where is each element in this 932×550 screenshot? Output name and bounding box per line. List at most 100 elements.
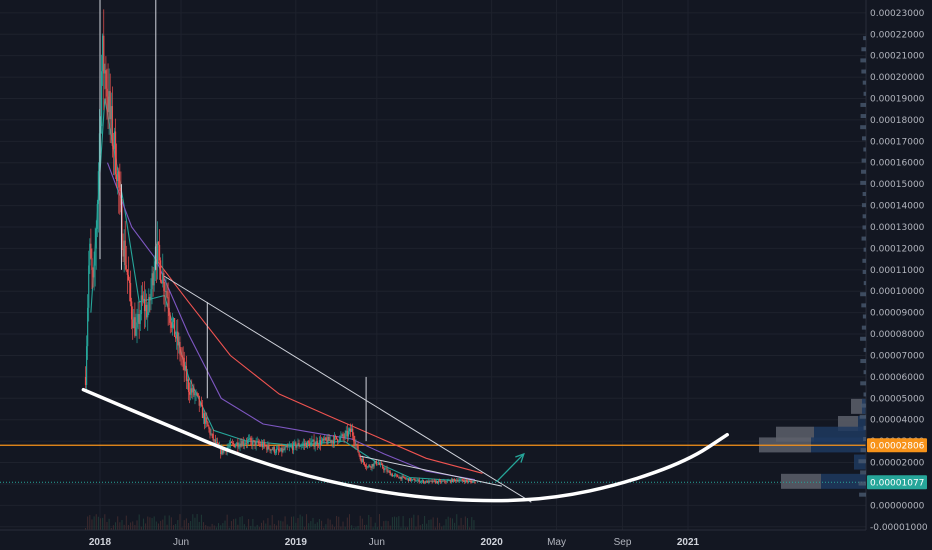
- volume-bar: [164, 515, 166, 530]
- price-tick-label: 0.00017000: [870, 137, 925, 147]
- moving-average-line: [155, 258, 483, 474]
- candle-body: [301, 444, 303, 446]
- volume-bar: [100, 518, 102, 530]
- axis-histogram-bar: [860, 58, 866, 63]
- time-axis-panel[interactable]: [0, 530, 866, 550]
- candle-body: [175, 336, 177, 339]
- volume-bar: [424, 515, 426, 530]
- volume-bar: [248, 519, 250, 530]
- candle-body: [316, 441, 318, 446]
- candle-body: [243, 443, 245, 445]
- volume-bar: [327, 518, 329, 530]
- candle-body: [170, 322, 172, 328]
- volume-bar: [346, 517, 348, 530]
- axis-histogram-bar: [859, 414, 866, 419]
- price-tick-label: 0.00006000: [870, 373, 925, 383]
- axis-histogram-bar: [860, 359, 866, 364]
- axis-histogram-bar: [863, 147, 866, 152]
- volume-bar: [430, 519, 432, 530]
- volume-bar: [233, 519, 235, 530]
- axis-histogram-bar: [858, 481, 866, 486]
- candle-body: [89, 243, 91, 266]
- volume-bar: [434, 527, 436, 530]
- volume-bar: [338, 516, 340, 530]
- volume-bar: [215, 527, 217, 530]
- volume-bar: [140, 526, 142, 530]
- price-badge: [867, 438, 927, 453]
- candle-body: [110, 106, 112, 120]
- candle-body: [346, 430, 348, 437]
- candle-body: [415, 481, 417, 482]
- candle-body: [375, 460, 377, 465]
- volume-bar: [177, 520, 179, 530]
- volume-bar: [108, 518, 110, 530]
- candle-body: [206, 417, 208, 422]
- volume-bar: [409, 518, 411, 530]
- candle-body: [294, 442, 296, 444]
- volume-bar: [374, 522, 376, 530]
- candle-body: [167, 297, 169, 308]
- candle-body: [366, 466, 368, 468]
- price-tick-label: -0.00001000: [870, 523, 928, 533]
- candle-body: [290, 446, 293, 447]
- candle-body: [163, 273, 165, 291]
- candle-body: [87, 307, 89, 347]
- candle-body: [357, 444, 359, 453]
- candle-body: [107, 96, 109, 113]
- volume-bar: [458, 525, 460, 530]
- candle-body: [331, 440, 333, 443]
- candle-body: [373, 462, 375, 467]
- candle-body: [256, 441, 258, 442]
- candle-body: [419, 481, 421, 483]
- candle-body: [388, 470, 390, 472]
- axis-histogram-bar: [861, 69, 866, 74]
- candle-body: [454, 478, 456, 480]
- candle-body: [239, 443, 241, 447]
- volume-bar: [269, 525, 271, 530]
- candle-body: [236, 442, 238, 446]
- candle-body: [227, 446, 229, 448]
- candle-body: [445, 481, 447, 483]
- candle-body: [431, 480, 433, 483]
- volume-bar: [368, 514, 370, 530]
- candle-body: [305, 443, 308, 448]
- candle-body: [103, 35, 105, 74]
- candle-body: [166, 291, 168, 298]
- volume-bar: [402, 516, 404, 530]
- candle-body: [126, 269, 128, 275]
- volume-bar: [85, 527, 87, 530]
- candle-body: [180, 354, 182, 356]
- price-axis-panel[interactable]: [866, 0, 932, 550]
- candle-body: [378, 463, 381, 465]
- candle-body: [212, 433, 214, 441]
- candle-body: [160, 260, 162, 282]
- price-tick-label: 0.00018000: [870, 116, 925, 126]
- candle-body: [304, 443, 307, 445]
- axis-histogram-bar: [860, 125, 866, 130]
- axis-histogram-bar: [862, 214, 866, 219]
- candle-body: [112, 145, 115, 150]
- price-tick-label: 0.00005000: [870, 394, 925, 404]
- candle-body: [330, 440, 332, 443]
- volume-bar: [469, 527, 471, 530]
- time-tick-label: 2020: [481, 537, 504, 548]
- axis-histogram-bar: [861, 303, 866, 308]
- price-badge: [867, 475, 927, 490]
- volume-bar: [151, 518, 153, 530]
- volume-bar: [351, 525, 353, 530]
- candle-body: [286, 445, 288, 448]
- axis-histogram-bar: [863, 436, 866, 441]
- axis-histogram-bar: [860, 381, 866, 386]
- volume-bar: [447, 516, 449, 530]
- candle-body: [408, 478, 411, 481]
- candle-body: [386, 468, 388, 472]
- volume-bar: [205, 525, 207, 530]
- candle-body: [352, 428, 354, 436]
- candle-body: [164, 290, 166, 292]
- candle-body: [116, 174, 118, 181]
- candle-body: [355, 443, 357, 445]
- price-label-badges: 0.00002806 0.00001077: [867, 438, 927, 490]
- candle-body: [435, 481, 437, 483]
- candle-body: [182, 357, 184, 358]
